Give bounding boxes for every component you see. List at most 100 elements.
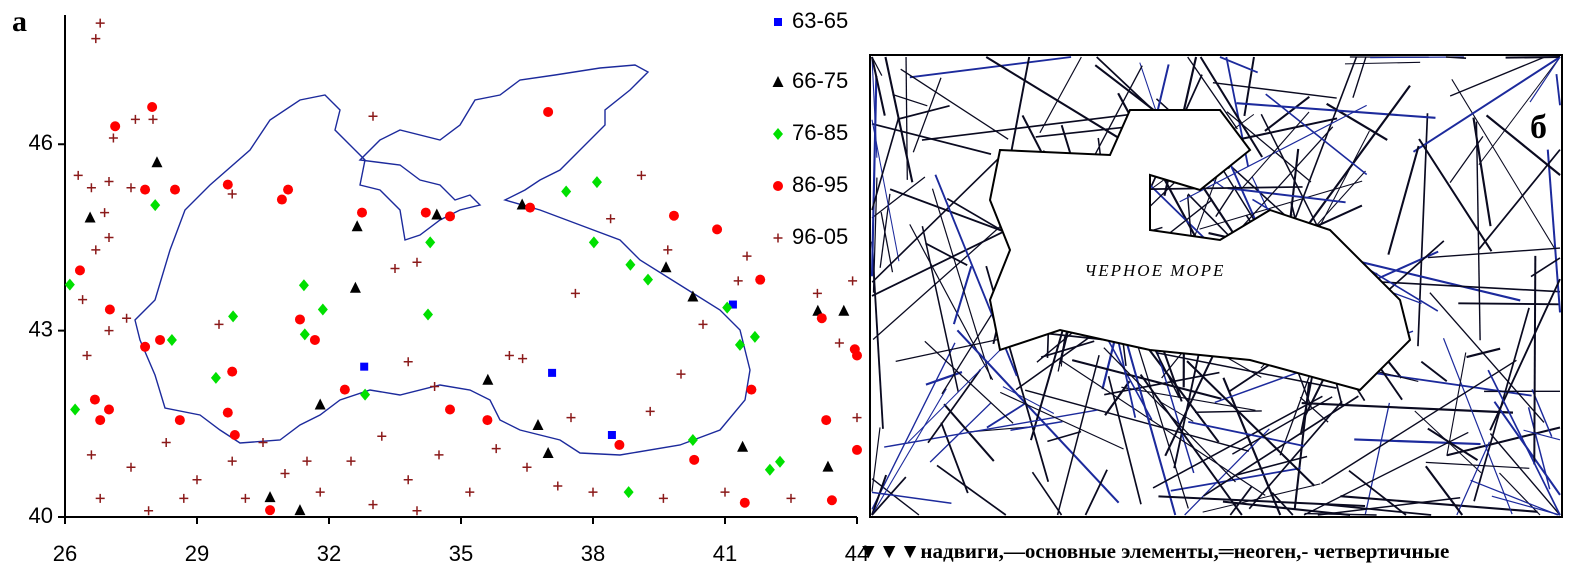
fault-line (1321, 359, 1517, 485)
point (826, 495, 837, 506)
fault-line (1219, 56, 1259, 74)
fault-line (1344, 61, 1421, 65)
point (403, 357, 413, 367)
fault-line (924, 340, 1014, 424)
legend-label: 66-75 (792, 68, 848, 93)
fault-line (921, 226, 960, 393)
fault-line (1156, 64, 1170, 111)
point (126, 462, 136, 472)
point (525, 202, 536, 213)
fault-line (872, 210, 1018, 340)
point (722, 301, 733, 314)
point (822, 460, 834, 472)
fault-line (1264, 95, 1310, 132)
fault-line (1301, 402, 1514, 414)
point (606, 214, 616, 224)
point (104, 304, 115, 315)
point (360, 388, 371, 401)
fault-line (1047, 430, 1082, 443)
point (737, 440, 749, 452)
point (425, 236, 436, 249)
point (368, 111, 378, 121)
fault-line (1317, 497, 1461, 516)
fault-line (1427, 247, 1561, 259)
fault-line (884, 409, 1098, 448)
point (607, 430, 616, 439)
fault-line (1478, 149, 1561, 250)
point (812, 288, 822, 298)
point (210, 371, 221, 384)
fault-line (1232, 396, 1333, 455)
point (623, 486, 634, 499)
fault-line (929, 402, 992, 463)
fault-line (1446, 352, 1467, 456)
point (86, 183, 96, 193)
fault-line (871, 427, 881, 492)
fault-line (1555, 74, 1561, 106)
point (89, 394, 100, 405)
point (687, 433, 698, 446)
fault-line (1137, 347, 1189, 509)
fault-line (1367, 280, 1561, 293)
point (542, 447, 554, 459)
fault-line (940, 422, 969, 494)
fault-line (1235, 455, 1308, 476)
fault-line (1451, 79, 1557, 251)
point (423, 308, 433, 321)
fault-line (900, 68, 1009, 140)
fault-line (1530, 257, 1561, 278)
point (676, 369, 686, 379)
point (588, 236, 599, 249)
point (130, 114, 140, 124)
y-tick-label: 43 (29, 316, 53, 341)
fault-line (871, 119, 900, 262)
fault-line (1485, 114, 1561, 176)
point (412, 257, 422, 267)
point (543, 106, 554, 117)
fault-line (871, 222, 1022, 297)
point (78, 295, 88, 305)
point (314, 398, 326, 410)
point (104, 404, 114, 415)
fault-line (1158, 495, 1366, 508)
fault-line (871, 342, 956, 510)
caption: ▼▼▼надвиги,—основные элементы,═неоген,- … (858, 539, 1449, 563)
point (518, 354, 528, 364)
fault-line (871, 150, 1007, 283)
fault-line (1505, 55, 1561, 59)
point (148, 114, 158, 124)
legend-label: 76-85 (792, 120, 848, 145)
point (84, 211, 96, 223)
point (283, 184, 294, 195)
fault-line (905, 56, 908, 180)
point (742, 251, 752, 261)
point (658, 493, 668, 503)
point (728, 300, 737, 309)
fault-line (871, 474, 888, 516)
point (746, 384, 757, 395)
point (264, 491, 276, 503)
fault-line (1010, 420, 1063, 431)
fault-line (1188, 421, 1305, 447)
fault-line (1071, 359, 1222, 400)
fault-line (1456, 441, 1491, 516)
point (491, 444, 501, 454)
point (504, 350, 514, 360)
point (360, 362, 369, 371)
point (161, 437, 171, 447)
point (636, 170, 646, 180)
point (561, 185, 572, 198)
point (82, 350, 92, 360)
point (298, 279, 309, 292)
point (91, 34, 101, 44)
fault-line (1470, 479, 1559, 516)
fault-line (1442, 338, 1513, 515)
point (852, 413, 862, 423)
point (86, 450, 96, 460)
point (430, 382, 440, 392)
fault-map (869, 54, 1563, 518)
point (179, 493, 189, 503)
point (339, 384, 350, 395)
fault-line (1222, 500, 1351, 517)
point (812, 304, 824, 316)
